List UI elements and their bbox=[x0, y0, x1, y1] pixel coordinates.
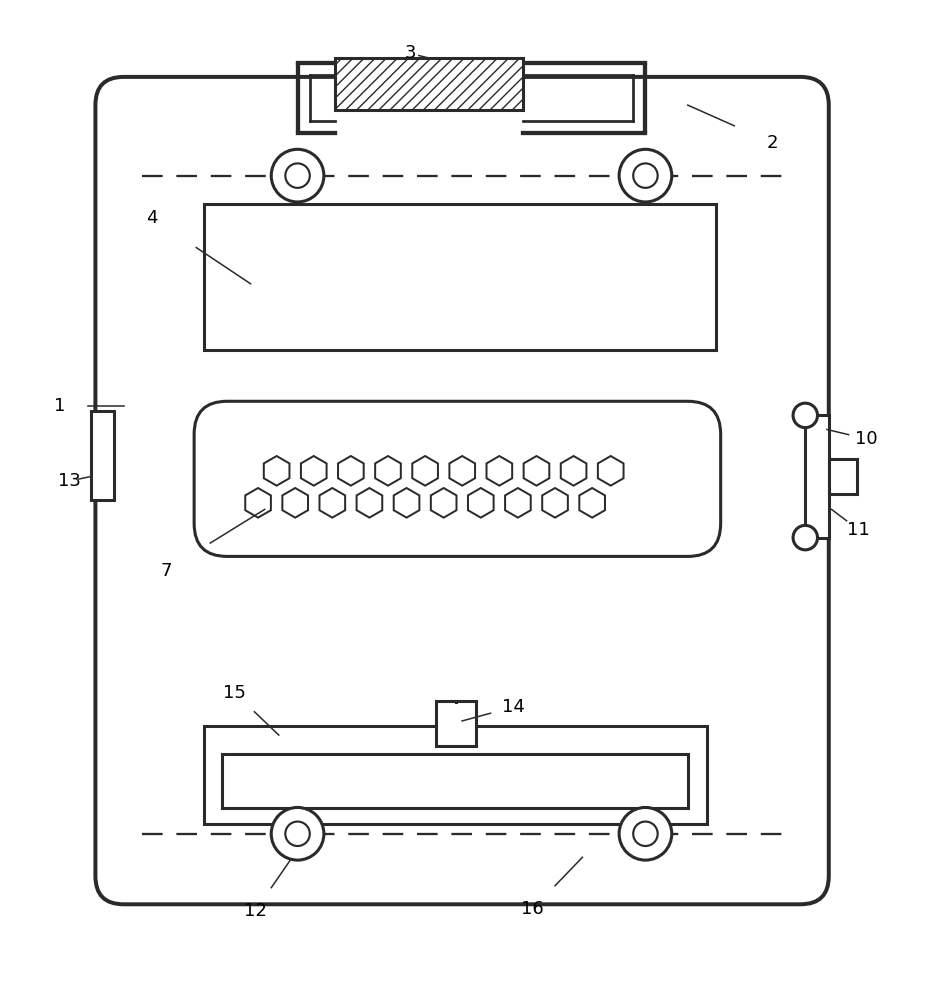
Bar bbox=[805, 415, 829, 538]
Bar bbox=[335, 58, 523, 110]
Circle shape bbox=[620, 807, 671, 860]
Circle shape bbox=[272, 149, 323, 202]
Circle shape bbox=[620, 149, 671, 202]
Bar bbox=[204, 726, 706, 824]
Bar bbox=[204, 204, 716, 350]
Text: 7: 7 bbox=[160, 562, 172, 580]
Bar bbox=[91, 411, 114, 500]
Bar bbox=[829, 459, 857, 494]
Circle shape bbox=[272, 807, 323, 860]
Circle shape bbox=[793, 403, 818, 428]
Circle shape bbox=[793, 525, 818, 550]
Circle shape bbox=[286, 822, 310, 846]
Text: 1: 1 bbox=[54, 397, 65, 415]
Text: 12: 12 bbox=[244, 902, 267, 920]
Text: 13: 13 bbox=[58, 472, 80, 490]
Text: 16: 16 bbox=[521, 900, 544, 918]
FancyBboxPatch shape bbox=[194, 401, 720, 556]
Circle shape bbox=[633, 163, 657, 188]
Text: 14: 14 bbox=[503, 698, 525, 716]
FancyBboxPatch shape bbox=[95, 77, 829, 904]
Circle shape bbox=[633, 822, 657, 846]
Text: 4: 4 bbox=[146, 209, 157, 227]
Circle shape bbox=[286, 163, 310, 188]
Text: 3: 3 bbox=[405, 44, 416, 62]
Bar bbox=[436, 701, 476, 746]
Text: 10: 10 bbox=[855, 430, 878, 448]
Text: 15: 15 bbox=[223, 684, 246, 702]
Text: 11: 11 bbox=[848, 521, 870, 539]
Text: 2: 2 bbox=[767, 134, 778, 152]
